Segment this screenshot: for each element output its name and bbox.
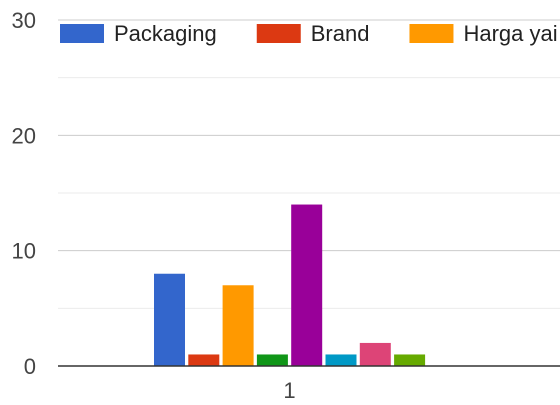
- legend-swatch: [409, 24, 454, 43]
- bar-series-5[interactable]: [291, 204, 323, 366]
- bar-series-8[interactable]: [394, 354, 426, 366]
- legend-label[interactable]: Harga yai: [463, 21, 557, 46]
- y-tick-label: 30: [12, 8, 36, 33]
- y-tick-label: 0: [24, 354, 36, 379]
- bar-series-7[interactable]: [359, 342, 391, 366]
- bar-harga-yai[interactable]: [222, 285, 254, 366]
- x-axis: 1: [58, 365, 560, 403]
- legend-label[interactable]: Packaging: [114, 21, 217, 46]
- legend-swatch: [256, 24, 301, 43]
- legend[interactable]: Packaging Brand Harga yai: [60, 21, 558, 46]
- bar-packaging[interactable]: [154, 273, 185, 366]
- bar-series-6[interactable]: [325, 354, 357, 366]
- y-tick-label: 10: [12, 239, 36, 264]
- legend-swatch: [60, 24, 104, 43]
- gridlines: [58, 19, 560, 309]
- x-tick-label: 1: [283, 378, 295, 400]
- y-tick-label: 20: [12, 123, 36, 148]
- bars: [154, 204, 426, 366]
- y-axis: 0 10 20 30: [12, 8, 36, 379]
- legend-label[interactable]: Brand: [311, 21, 370, 46]
- bar-series-4[interactable]: [256, 354, 288, 366]
- bar-brand[interactable]: [188, 354, 220, 366]
